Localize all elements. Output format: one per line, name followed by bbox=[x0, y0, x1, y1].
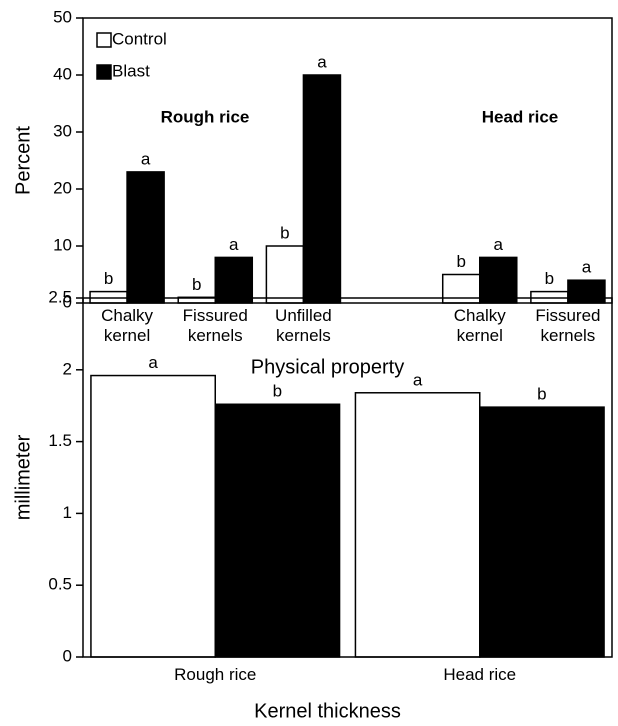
legend-swatch bbox=[96, 32, 112, 48]
y-tick-label: 1.5 bbox=[48, 431, 72, 450]
significance-letter: a bbox=[413, 370, 423, 389]
bar bbox=[214, 256, 254, 304]
bar bbox=[567, 279, 606, 304]
x-tick-label: Rough rice bbox=[174, 665, 257, 684]
x-axis-label: Physical property bbox=[251, 356, 404, 378]
bar bbox=[302, 74, 342, 304]
significance-letter: a bbox=[141, 149, 151, 168]
y-axis-label: Percent bbox=[12, 126, 34, 195]
y-axis-label: millimeter bbox=[12, 434, 34, 520]
y-tick-label: 30 bbox=[53, 121, 72, 140]
legend-label: Control bbox=[112, 29, 167, 48]
significance-letter: b bbox=[104, 269, 113, 288]
y-tick-label: 0 bbox=[63, 646, 72, 665]
y-tick-label: 2.5 bbox=[48, 287, 72, 306]
significance-letter: b bbox=[280, 223, 289, 242]
x-tick-label: Fissured kernels bbox=[535, 306, 601, 345]
significance-letter: b bbox=[545, 269, 554, 288]
group-label: Head rice bbox=[482, 107, 559, 126]
y-tick-label: 1 bbox=[63, 503, 72, 522]
bar bbox=[90, 374, 216, 658]
plot-frame bbox=[82, 297, 613, 658]
y-tick-label: 0.5 bbox=[48, 575, 72, 594]
significance-letter: a bbox=[494, 235, 504, 254]
bar bbox=[354, 392, 481, 658]
bar bbox=[479, 406, 605, 658]
x-axis-label: Kernel thickness bbox=[254, 700, 401, 722]
significance-letter: b bbox=[273, 382, 282, 401]
legend-label: Blast bbox=[112, 61, 150, 80]
significance-letter: b bbox=[537, 385, 546, 404]
x-tick-label: Unfilled kernels bbox=[275, 306, 332, 345]
y-tick-label: 0 bbox=[63, 292, 72, 311]
y-tick-label: 20 bbox=[53, 178, 72, 197]
bar bbox=[265, 245, 305, 304]
significance-letter: b bbox=[457, 252, 466, 271]
significance-letter: b bbox=[192, 275, 201, 294]
y-tick-label: 2 bbox=[63, 359, 72, 378]
bar bbox=[214, 403, 341, 658]
x-tick-label: Chalky kernel bbox=[453, 306, 506, 345]
plot-frame bbox=[82, 17, 613, 304]
group-label: Rough rice bbox=[161, 107, 250, 126]
bar bbox=[126, 171, 165, 304]
y-tick-label: 10 bbox=[53, 235, 72, 254]
significance-letter: a bbox=[229, 235, 239, 254]
x-tick-label: Fissured kernels bbox=[182, 306, 248, 345]
significance-letter: a bbox=[582, 258, 592, 277]
significance-letter: a bbox=[148, 353, 158, 372]
y-tick-label: 40 bbox=[53, 64, 72, 83]
x-tick-label: Head rice bbox=[443, 665, 517, 684]
bar bbox=[479, 256, 518, 304]
x-tick-label: Chalky kernel bbox=[101, 306, 154, 345]
y-tick-label: 50 bbox=[53, 7, 72, 26]
legend-swatch bbox=[96, 64, 112, 80]
significance-letter: a bbox=[317, 52, 327, 71]
